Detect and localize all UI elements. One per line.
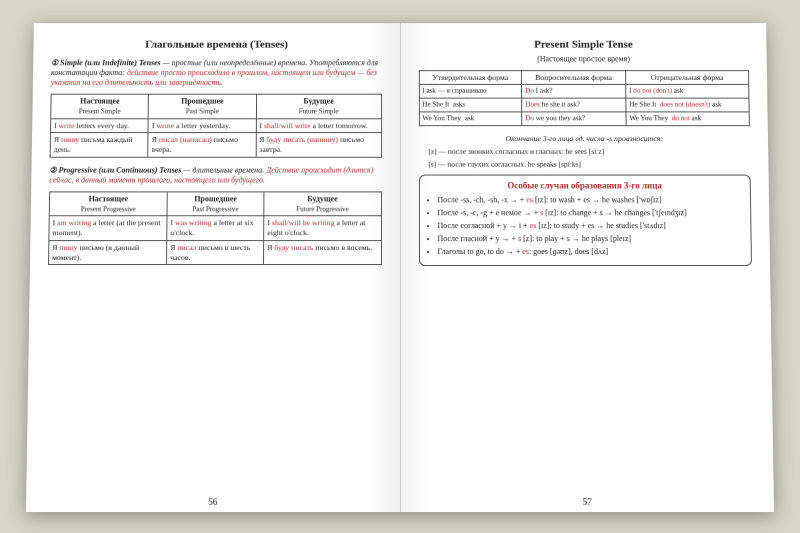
t1h2a: Прошедшее bbox=[181, 96, 224, 105]
cell: He She It asks bbox=[419, 99, 522, 113]
t1h2b: Past Simple bbox=[186, 107, 219, 115]
cell: Do I ask? bbox=[522, 85, 626, 99]
cell: I was writing a letter at six o'clock. bbox=[167, 216, 264, 240]
cell: Я пишу письма каждый день. bbox=[50, 133, 148, 157]
cell: Я буду писать письмо в восемь. bbox=[264, 241, 381, 265]
cell: I am writing a letter (at the present mo… bbox=[49, 216, 167, 240]
cell: We You They do not ask bbox=[626, 112, 749, 126]
left-title: Глагольные времена (Tenses) bbox=[51, 39, 381, 52]
fh1: Утвердительная форма bbox=[419, 70, 522, 84]
pron1: [z] — после звонких согласных и гласных:… bbox=[428, 147, 750, 156]
intro-simple: ① Simple (или Indefinite) Tenses — прост… bbox=[51, 58, 382, 87]
box-title: Особые случаи образования 3-го лица bbox=[427, 180, 742, 191]
book-spread: Глагольные времена (Tenses) ① Simple (ил… bbox=[26, 23, 774, 512]
cell: I shall/will write a letter tomorrow. bbox=[256, 118, 381, 133]
t1r1c1r: write bbox=[59, 121, 75, 130]
t1h1a: Настоящее bbox=[80, 96, 119, 105]
right-title: Present Simple Tense bbox=[418, 39, 748, 52]
pron2: [s] — после глухих согласных: he speaks … bbox=[428, 159, 750, 168]
fh3: Отрицательная форма bbox=[626, 70, 749, 84]
fh2: Вопросительная форма bbox=[522, 70, 626, 84]
rule-item: После -ss, -ch, -sh, -x → + es [ɪz]: to … bbox=[437, 196, 742, 206]
table-progressive: НастоящееPresent Progressive ПрошедшееPa… bbox=[48, 191, 382, 265]
t1h3b: Future Simple bbox=[299, 107, 339, 115]
page-number-left: 56 bbox=[26, 497, 399, 508]
rule-item: После -s, -c, -g + e немое → + s [ɪz]: t… bbox=[437, 208, 742, 218]
intro1-lead: ① Simple (или Indefinite) Tenses bbox=[51, 58, 161, 67]
cell: Я писал (написал) письмо вчера. bbox=[148, 133, 256, 157]
intro-progressive: ② Progressive (или Continuous) Tenses — … bbox=[49, 165, 381, 185]
right-subtitle: (Настоящее простое время) bbox=[418, 54, 749, 64]
cell: I do not (don't) ask bbox=[626, 85, 749, 99]
t1h1b: Present Simple bbox=[79, 107, 121, 115]
cell: Я пишу письмо (в данный момент). bbox=[49, 241, 167, 265]
t1r1c3r: shall/will write bbox=[264, 121, 311, 130]
table-simple: Настоящее Present Simple Прошедшее Past Si… bbox=[50, 93, 382, 157]
intro2-lead: ② Progressive (или Continuous) Tenses bbox=[49, 165, 181, 174]
cell: Does he she it ask? bbox=[522, 99, 626, 113]
intro2-body: — длительные времена. bbox=[183, 165, 266, 174]
page-left: Глагольные времена (Tenses) ① Simple (ил… bbox=[26, 23, 401, 512]
cell: I wrote a letter yesterday. bbox=[148, 118, 256, 133]
cell: Я буду писать (напишу) письмо завтра. bbox=[256, 133, 381, 157]
page-number-right: 57 bbox=[401, 497, 774, 508]
cell: Do we you they ask? bbox=[522, 112, 626, 126]
cell: Я писал письмо в шесть часов. bbox=[167, 241, 264, 265]
cell: I ask — я спрашиваю bbox=[419, 85, 522, 99]
cell: He She It does not (doesn't) ask bbox=[626, 99, 749, 113]
rule-item: После гласной + y → + s [z]: to play + s… bbox=[437, 234, 742, 244]
rule-item: После согласной + y → i + es [ɪz]: to st… bbox=[437, 221, 742, 231]
rule-item: Глаголы to go, to do → + es: goes [ɡəʊz]… bbox=[437, 247, 742, 257]
t1r1c2r: wrote bbox=[156, 121, 174, 130]
page-right: Present Simple Tense (Настоящее простое … bbox=[400, 23, 774, 512]
cell: We You They ask bbox=[419, 112, 522, 126]
cell: I write letters every day. bbox=[51, 118, 149, 133]
pron-title: Окончание 3-го лица ед. числа -s произно… bbox=[418, 135, 750, 145]
t1h3a: Будущее bbox=[303, 96, 333, 105]
cell: I shall/will be writing a letter at eigh… bbox=[264, 216, 381, 240]
forms-table: Утвердительная форма Вопросительная форм… bbox=[418, 70, 750, 127]
special-cases-box: Особые случаи образования 3-го лица Посл… bbox=[418, 175, 752, 267]
